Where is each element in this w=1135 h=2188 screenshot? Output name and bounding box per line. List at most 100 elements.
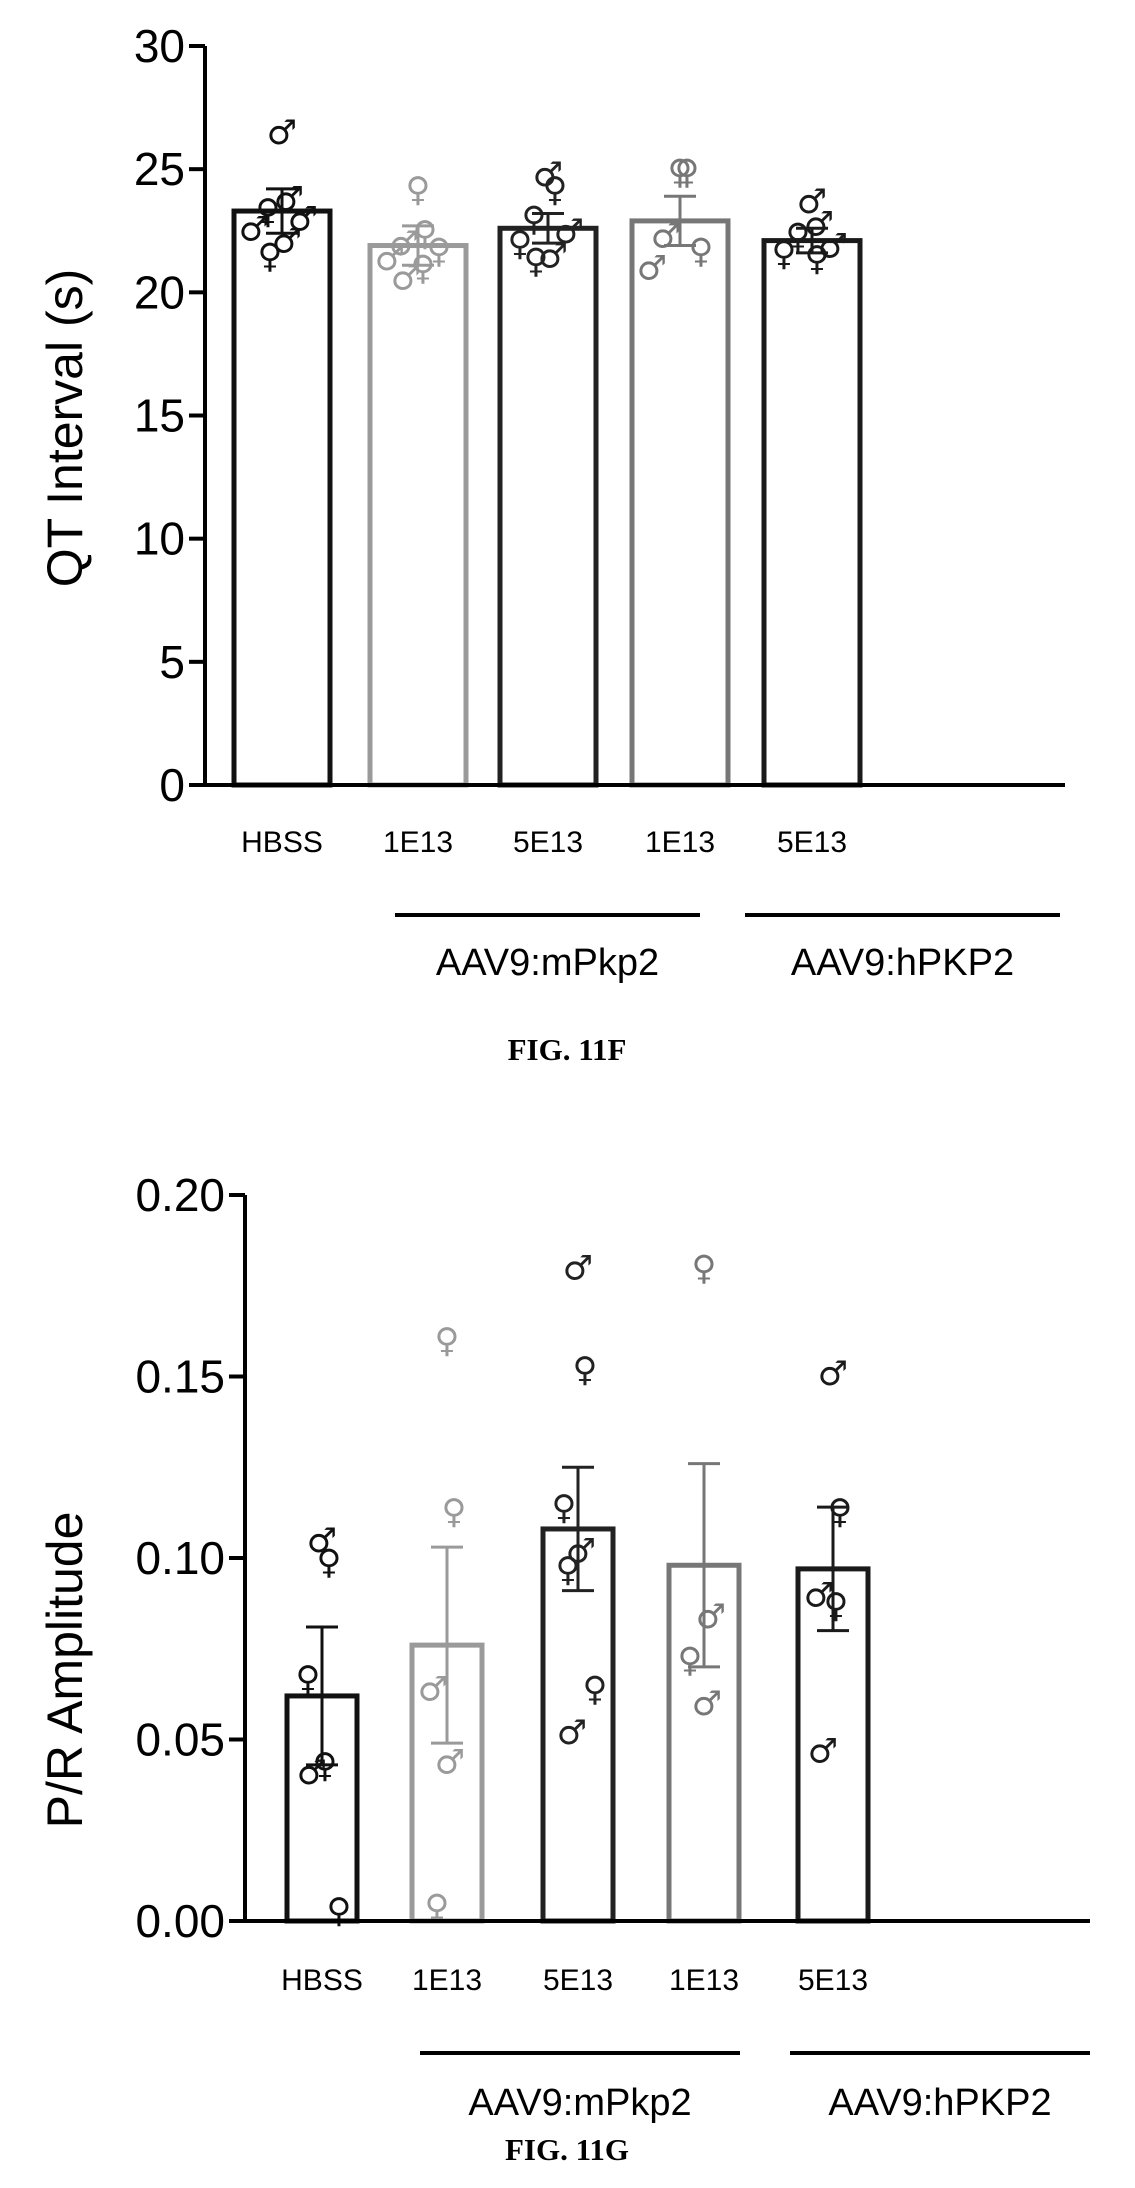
y-tick-label: 10: [134, 513, 185, 565]
group-label: AAV9:hPKP2: [828, 2082, 1051, 2124]
y-tick-label: 0.15: [135, 1351, 225, 1403]
data-point: ♂: [239, 209, 269, 249]
data-point: ♂: [804, 1575, 834, 1615]
data-point: ♀: [317, 1543, 342, 1583]
y-tick-label: 5: [159, 636, 185, 688]
data-point: ♀: [552, 1488, 577, 1528]
y-tick-label: 0: [159, 759, 185, 811]
data-point: ♀: [772, 234, 797, 274]
data-point: ♂: [692, 1684, 722, 1724]
data-point: ♀: [556, 1550, 581, 1590]
data-point: ♂: [563, 1249, 593, 1289]
x-category-label: 5E13: [798, 1964, 868, 1997]
data-point: ♀: [828, 1492, 853, 1532]
data-point: ♂: [557, 1713, 587, 1753]
data-point: ♀: [675, 153, 700, 193]
group-label: AAV9:hPKP2: [791, 942, 1014, 984]
x-category-label: 5E13: [513, 826, 583, 859]
data-point: ♀: [692, 1249, 717, 1289]
data-point: ♀: [583, 1670, 608, 1710]
data-point: ♂: [533, 155, 563, 195]
y-axis-ticks: 0 5 10 15 20 25 30: [134, 20, 205, 811]
x-category-label: HBSS: [241, 826, 323, 859]
figure-caption: FIG. 11F: [508, 1032, 627, 1067]
data-point: ♀: [573, 1350, 598, 1390]
bar: [367, 243, 469, 788]
pr-amplitude-chart: P/R Amplitude 0.000.050.100.150.20 ♂♀♀♀♂…: [37, 1169, 1090, 2124]
data-point: ♀: [824, 1586, 849, 1626]
data-point: ♂: [818, 1354, 848, 1394]
data-point: ♂: [272, 222, 302, 262]
data-point: ♀: [327, 1891, 352, 1931]
data-point: ♀: [442, 1492, 467, 1532]
x-category-label: 1E13: [383, 826, 453, 859]
y-tick-label: 20: [134, 266, 185, 318]
figure-caption: FIG. 11G: [505, 2132, 629, 2167]
data-point: ♂: [797, 182, 827, 222]
data-point: ♀: [313, 1746, 338, 1786]
data-point: ♂: [297, 1753, 327, 1793]
x-axis-categories: HBSS 1E13 5E13 1E13 5E13: [241, 826, 847, 859]
data-point: ♀: [413, 214, 438, 254]
x-category-label: 1E13: [669, 1964, 739, 1997]
x-category-label: 1E13: [412, 1964, 482, 1997]
data-point: ♂: [804, 204, 834, 244]
y-tick-label: 0.05: [135, 1714, 225, 1766]
data-point: ♂: [267, 113, 297, 153]
data-point: ♂: [435, 1742, 465, 1782]
data-point: ♀: [427, 231, 452, 271]
group-labels: AAV9:mPkp2 AAV9:hPKP2: [420, 2051, 1090, 2124]
data-point: ♀: [678, 1641, 703, 1681]
y-axis-label: P/R Amplitude: [37, 1512, 93, 1829]
data-point: ♀: [668, 153, 693, 193]
data-point: ♀: [256, 192, 281, 232]
x-axis-categories: HBSS 1E13 5E13 1E13 5E13: [281, 1964, 868, 1997]
data-point: ♀: [435, 1321, 460, 1361]
data-point: ♂: [307, 1521, 337, 1561]
data-point: ♂: [391, 259, 421, 299]
bars: ♂♂♀ ♂♂ ♂♀♀♀♂ ♀♂ ♀♂♂♀♀ ♂♀ ♂♀♀♀♂ ♀♂♂♂♀ ♂♀ ♀: [231, 113, 863, 788]
y-tick-label: 30: [134, 20, 185, 72]
x-category-label: 5E13: [543, 1964, 613, 1997]
data-point: ♀: [411, 249, 436, 289]
bar: [497, 225, 599, 788]
y-tick-label: 0.10: [135, 1532, 225, 1584]
bar: [231, 208, 333, 788]
data-point: ♀: [522, 199, 547, 239]
group-labels: AAV9:mPkp2 AAV9:hPKP2: [395, 913, 1060, 984]
y-tick-label: 0.00: [135, 1895, 225, 1947]
data-point: ♂: [389, 224, 419, 264]
data-point: ♀: [296, 1659, 321, 1699]
data-point: ♀: [805, 239, 830, 279]
data-point: ♂: [566, 1532, 596, 1572]
data-point: ♂: [274, 180, 304, 220]
data-point: ♂: [554, 212, 584, 252]
data-point: ♂: [651, 217, 681, 257]
y-tick-label: 25: [134, 143, 185, 195]
x-category-label: HBSS: [281, 1964, 363, 1997]
data-point: ♀: [786, 217, 811, 257]
data-point: ♀: [543, 170, 568, 210]
data-point: ♀: [406, 170, 431, 210]
x-category-label: 5E13: [777, 826, 847, 859]
data-point: ♂: [538, 236, 568, 276]
data-point: ♂: [375, 239, 405, 279]
data-point: ♀: [524, 241, 549, 281]
data-point: ♂: [637, 249, 667, 289]
data-point: ♀: [689, 231, 714, 271]
y-tick-label: 0.20: [135, 1169, 225, 1221]
y-tick-label: 15: [134, 390, 185, 442]
x-category-label: 1E13: [645, 826, 715, 859]
y-axis-label: QT Interval (s): [37, 269, 93, 588]
group-label: AAV9:mPkp2: [436, 942, 659, 984]
data-point: ♂: [288, 199, 318, 239]
data-point: ♂: [696, 1597, 726, 1637]
data-point: ♀: [508, 224, 533, 264]
data-point: ♂: [808, 1731, 838, 1771]
group-label: AAV9:mPkp2: [468, 2082, 691, 2124]
data-point: ♀: [258, 236, 283, 276]
bar: [629, 218, 731, 788]
data-point: ♂: [418, 1670, 448, 1710]
